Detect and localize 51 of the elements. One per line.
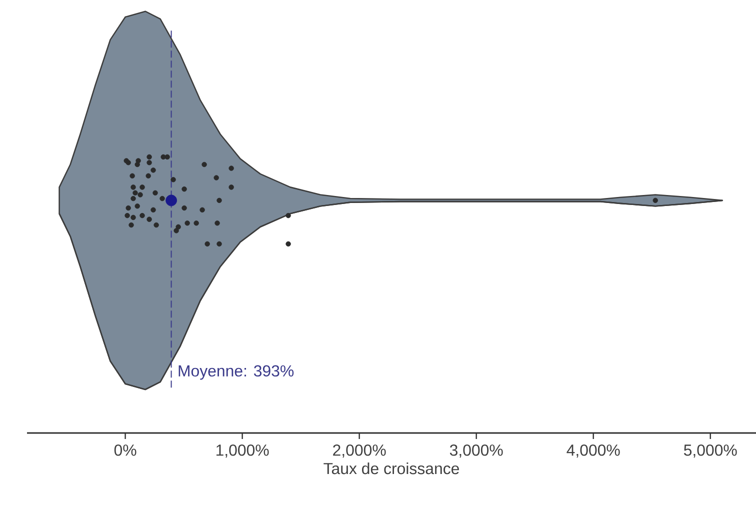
x-tick-label: 5,000% <box>684 444 737 458</box>
x-tick-label: 2,000% <box>333 444 386 458</box>
point <box>652 198 658 204</box>
point <box>130 173 135 178</box>
point <box>140 184 145 190</box>
point <box>152 190 158 196</box>
point <box>228 166 234 171</box>
point <box>126 205 131 211</box>
point <box>130 184 136 190</box>
point <box>134 162 140 168</box>
point <box>166 194 177 206</box>
point <box>130 196 136 202</box>
point <box>286 241 291 247</box>
ref-line-label: Moyenne: 393% <box>178 365 294 380</box>
point <box>146 160 152 166</box>
point <box>214 175 219 180</box>
x-tick-label: 3,000% <box>450 444 503 458</box>
point <box>216 198 222 204</box>
point <box>146 173 151 178</box>
point <box>160 196 165 202</box>
x-tick-label: 0% <box>114 444 136 456</box>
point <box>182 205 187 211</box>
point <box>140 212 145 218</box>
point <box>200 207 205 212</box>
x-axis-title: Taux de croissance <box>324 462 459 474</box>
point <box>214 220 220 226</box>
point <box>228 184 234 190</box>
point <box>286 212 291 218</box>
point <box>174 228 179 234</box>
point <box>216 241 222 247</box>
point <box>146 154 152 160</box>
point <box>176 224 181 230</box>
point <box>150 207 156 212</box>
x-tick-label: 1,000% <box>216 444 269 458</box>
point <box>146 216 152 222</box>
point <box>164 154 170 160</box>
point <box>134 204 140 209</box>
point <box>128 222 134 228</box>
point <box>150 168 156 173</box>
point <box>182 186 187 192</box>
point <box>154 222 159 228</box>
point <box>194 220 199 226</box>
point <box>202 162 207 168</box>
point <box>170 177 176 182</box>
point <box>124 212 130 218</box>
point <box>138 192 143 198</box>
x-tick-label: 4,000% <box>566 444 620 458</box>
point <box>130 214 136 220</box>
point <box>184 220 190 226</box>
point <box>204 241 210 247</box>
point <box>132 190 138 196</box>
